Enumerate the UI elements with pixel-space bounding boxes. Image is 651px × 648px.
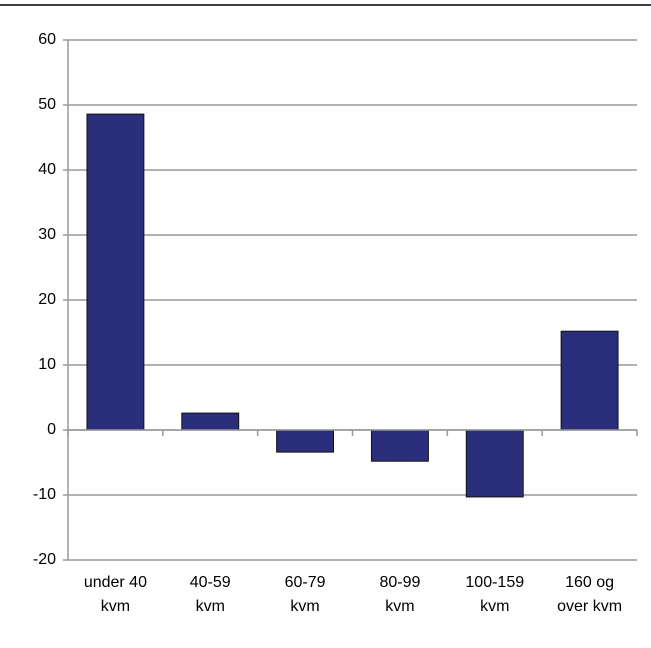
x-tick-label: 100-159 kvm bbox=[465, 574, 525, 615]
x-tick-label: 60-79 kvm bbox=[284, 574, 326, 615]
x-tick-label: 80-99 kvm bbox=[379, 574, 421, 615]
y-tick-label: 10 bbox=[38, 356, 56, 373]
x-tick-label: 40-59 kvm bbox=[189, 574, 231, 615]
y-tick-label: -20 bbox=[33, 551, 56, 568]
y-tick-label: 30 bbox=[38, 226, 56, 243]
bar bbox=[181, 412, 240, 431]
y-tick-label: 60 bbox=[38, 31, 56, 48]
bar bbox=[370, 429, 429, 462]
y-tick-label: 50 bbox=[38, 96, 56, 113]
bar bbox=[276, 429, 335, 453]
bar bbox=[465, 429, 524, 498]
bar bbox=[86, 113, 145, 431]
y-tick-label: 0 bbox=[47, 421, 56, 438]
y-tick-label: 40 bbox=[38, 161, 56, 178]
bar bbox=[560, 330, 619, 431]
y-tick-label: -10 bbox=[33, 486, 56, 503]
x-tick-label: 160 og over kvm bbox=[557, 574, 623, 615]
x-tick-label: under 40 kvm bbox=[83, 574, 147, 615]
y-tick-label: 20 bbox=[38, 291, 56, 308]
